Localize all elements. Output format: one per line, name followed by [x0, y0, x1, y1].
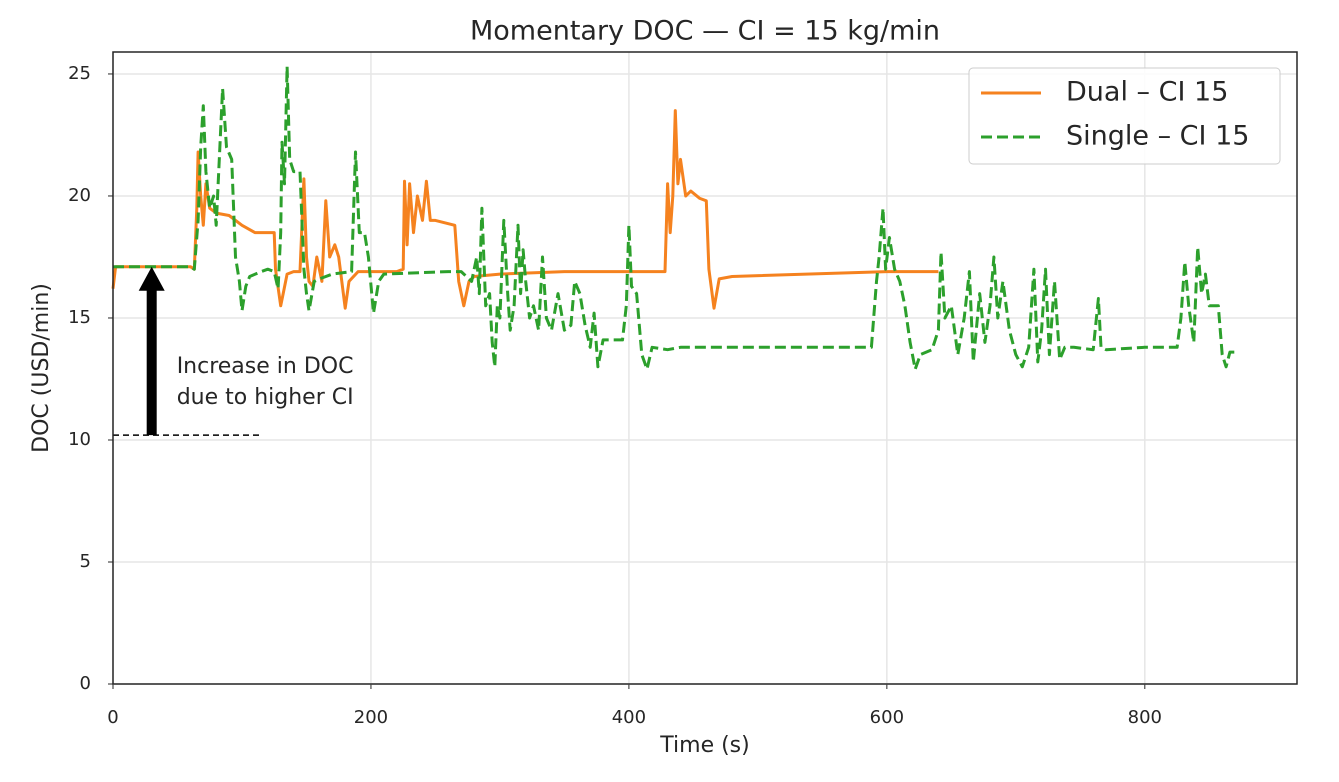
annotation-text: due to higher CI [177, 385, 354, 410]
x-tick-label: 400 [612, 707, 646, 728]
legend-label: Dual – CI 15 [1066, 77, 1228, 108]
y-tick-label: 20 [68, 185, 91, 206]
x-tick-label: 600 [870, 707, 904, 728]
legend-label: Single – CI 15 [1066, 121, 1249, 152]
y-tick-label: 25 [68, 63, 91, 84]
x-axis-label: Time (s) [659, 733, 749, 758]
y-tick-label: 15 [68, 307, 91, 328]
y-tick-label: 5 [80, 551, 91, 572]
x-tick-label: 800 [1128, 707, 1162, 728]
chart-title: Momentary DOC — CI = 15 kg/min [470, 16, 940, 47]
legend-box [968, 67, 1281, 165]
y-axis-label: DOC (USD/min) [29, 283, 54, 453]
annotation-text: Increase in DOC [177, 354, 354, 379]
x-tick-label: 0 [107, 707, 118, 728]
y-tick-label: 10 [68, 429, 91, 450]
annotation-arrow [138, 266, 165, 436]
data-line [113, 65, 1238, 371]
x-tick-label: 200 [354, 707, 388, 728]
data-line [111, 109, 939, 310]
y-tick-label: 0 [80, 673, 91, 694]
plot-frame [112, 51, 1298, 685]
